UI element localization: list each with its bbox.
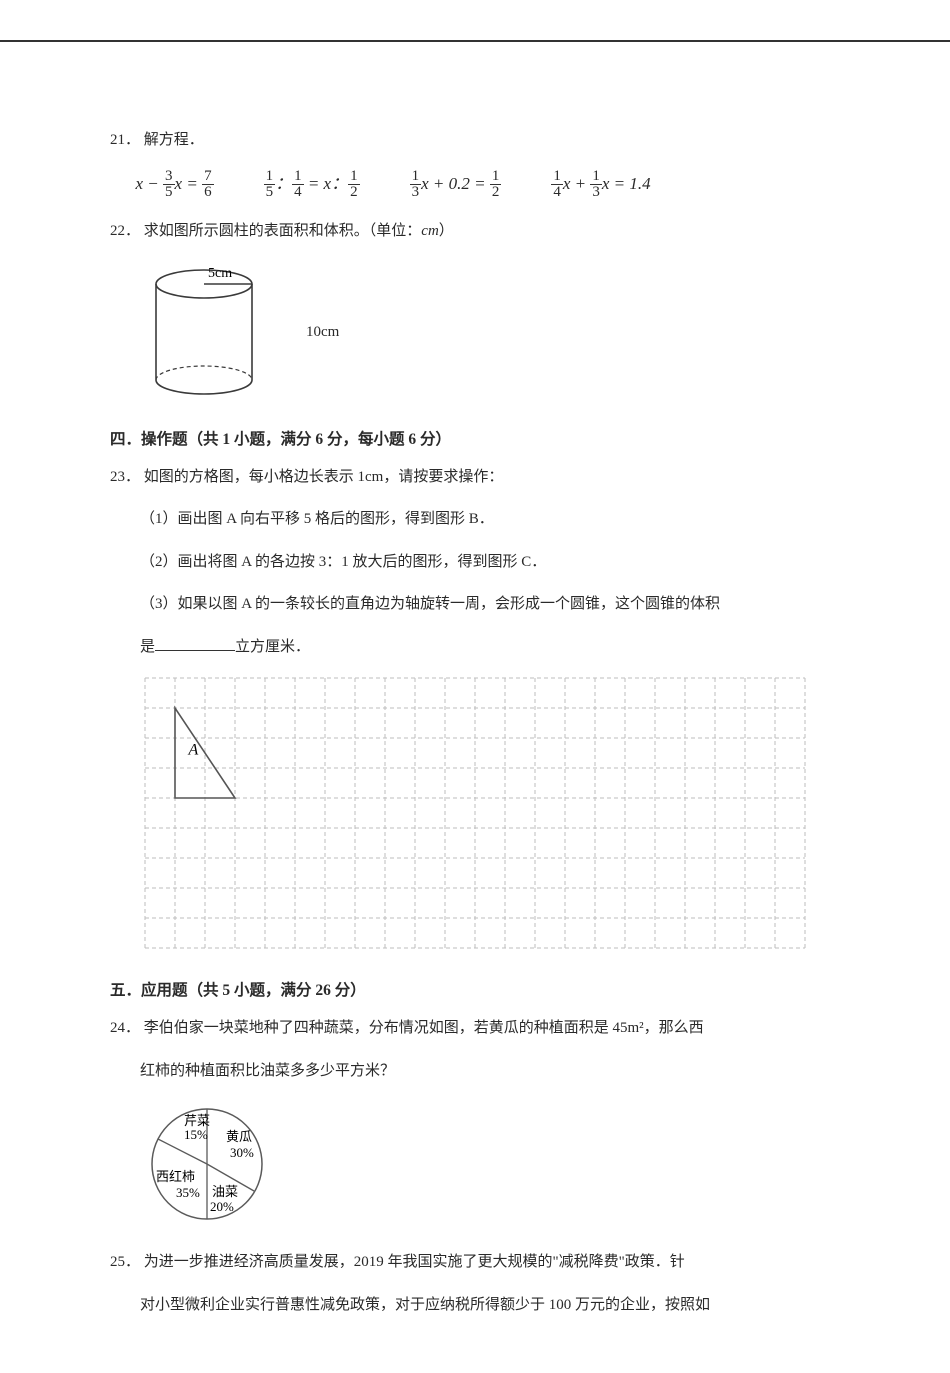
q23-p1: （1）画出图 A 向右平移 5 格后的图形，得到图形 B． [110,505,860,534]
q24: 24． 李伯伯家一块菜地种了四种蔬菜，分布情况如图，若黄瓜的种植面积是 45m²… [110,1014,860,1043]
eq2: 15：14 = x：12 [264,169,360,202]
q25: 25． 为进一步推进经济高质量发展，2019 年我国实施了更大规模的"减税降费"… [110,1248,860,1277]
eq1: x − 35x = 76 [136,169,214,202]
pie-label-huanggua: 黄瓜 [226,1129,252,1144]
q23-p3a: （3）如果以图 A 的一条较长的直角边为轴旋转一周，会形成一个圆锥，这个圆锥的体… [110,590,860,619]
q23-grid: A [110,675,860,956]
q22-num: 22． [110,223,140,239]
q21-title: 解方程． [144,132,204,148]
q25-num: 25． [110,1254,140,1270]
svg-text:A: A [188,742,199,759]
pie-label-qincai: 芹菜 [184,1113,210,1128]
section4-title: 四．操作题（共 1 小题，满分 6 分，每小题 6 分） [110,427,860,449]
q21: 21． 解方程． [110,126,860,155]
q24-pie: 芹菜 15% 黄瓜 30% 油菜 20% 西红柿 35% [110,1099,860,1234]
cylinder-height-label: 10cm [306,324,339,341]
cylinder-radius-label: 5cm [208,266,232,281]
q24-num: 24． [110,1020,140,1036]
pie-pct-xihongshi: 35% [176,1185,200,1200]
q23-num: 23． [110,469,140,485]
section5-title: 五．应用题（共 5 小题，满分 26 分） [110,978,860,1000]
pie-label-xihongshi: 西红柿 [156,1169,195,1184]
q25-l2: 对小型微利企业实行普惠性减免政策，对于应纳税所得额少于 100 万元的企业，按照… [110,1291,860,1320]
eq3: 13x + 0.2 = 12 [410,169,502,202]
q23-p3b-left: 是 [140,639,155,655]
q24-l1: 李伯伯家一块菜地种了四种蔬菜，分布情况如图，若黄瓜的种植面积是 45m²，那么西 [144,1020,704,1036]
q23: 23． 如图的方格图，每小格边长表示 1cm，请按要求操作： [110,463,860,492]
q23-p2: （2）画出将图 A 的各边按 3：1 放大后的图形，得到图形 C． [110,548,860,577]
cylinder-svg: 5cm [134,260,284,405]
q21-num: 21． [110,132,140,148]
q23-intro: 如图的方格图，每小格边长表示 1cm，请按要求操作： [144,469,504,485]
eq4: 14x + 13x = 1.4 [551,169,650,202]
pie-label-youcai: 油菜 [212,1184,238,1199]
q24-l2: 红柿的种植面积比油菜多多少平方米？ [110,1057,860,1086]
q22: 22． 求如图所示圆柱的表面积和体积。（单位：cm） [110,217,860,246]
q25-l1: 为进一步推进经济高质量发展，2019 年我国实施了更大规模的"减税降费"政策．针 [144,1254,685,1270]
q23-p3b-right: 立方厘米． [235,639,310,655]
q22-title: 求如图所示圆柱的表面积和体积。（单位： [144,223,422,239]
pie-svg: 芹菜 15% 黄瓜 30% 油菜 20% 西红柿 35% [142,1099,282,1229]
grid-svg: A [142,675,808,951]
q23-p3b: 是 立方厘米． [110,633,860,662]
blank-fill[interactable] [155,635,235,651]
q22-tail: ） [439,223,454,239]
pie-pct-qincai: 15% [184,1127,208,1142]
page: 21． 解方程． x − 35x = 76 15：14 = x：12 13x +… [0,40,950,1373]
pie-pct-youcai: 20% [210,1199,234,1214]
q22-figure: 5cm 10cm [110,260,860,405]
q22-unit: cm [421,223,439,239]
pie-pct-huanggua: 30% [230,1145,254,1160]
q21-equations: x − 35x = 76 15：14 = x：12 13x + 0.2 = 12… [110,169,860,202]
